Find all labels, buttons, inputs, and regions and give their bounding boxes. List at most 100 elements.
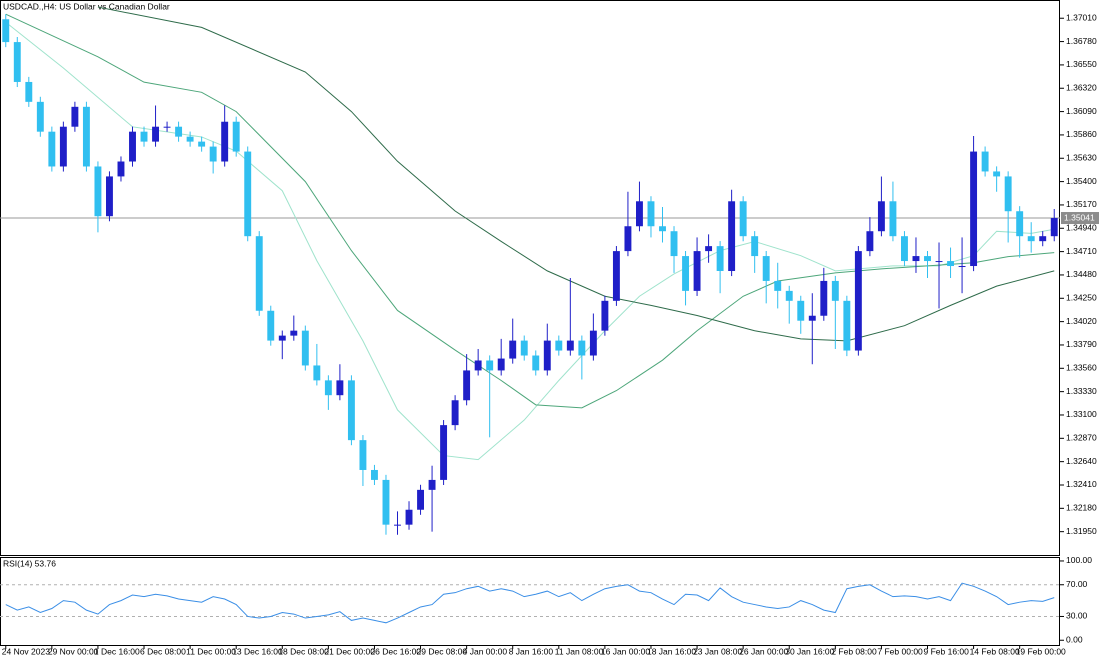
rsi-label: RSI(14) 53.76 (3, 558, 56, 568)
x-tick-label: 2 Feb 08:00 (831, 646, 877, 656)
candle-body (198, 141, 206, 147)
y-tick-label: 1.33790 (1066, 339, 1097, 349)
x-tick-label: 13 Dec 16:00 (232, 646, 283, 656)
candle-body (417, 489, 424, 510)
candle-body (555, 340, 563, 351)
chart-title: USDCAD.,H4: US Dollar vs Canadian Dollar (3, 1, 170, 11)
candle-body (716, 246, 724, 271)
candle-body (497, 358, 505, 371)
candle-body (71, 106, 79, 127)
y-tick-label: 1.36550 (1066, 59, 1097, 69)
candle-body (820, 280, 828, 316)
candle-body (509, 340, 517, 359)
x-tick-label: 21 Dec 00:00 (324, 646, 375, 656)
x-tick-label: 18 Jan 16:00 (647, 646, 696, 656)
candle-body (993, 171, 1001, 177)
x-tick-label: 29 Nov 00:00 (48, 646, 99, 656)
candle-body (382, 479, 390, 525)
candle-body (970, 151, 978, 267)
candle-body (831, 280, 839, 301)
candle-body (371, 469, 378, 480)
candle-body (232, 121, 240, 152)
candle-body (659, 226, 666, 232)
candle-body (428, 479, 436, 490)
y-tick-label: 1.33330 (1066, 386, 1097, 396)
candle-body (13, 42, 21, 82)
y-tick-label: 1.33560 (1066, 363, 1097, 373)
candle-body (682, 256, 689, 291)
candle-body (140, 131, 148, 142)
candle-body (209, 146, 217, 162)
x-tick-label: 29 Dec 08:00 (417, 646, 468, 656)
x-tick-label: 1 Dec 16:00 (94, 646, 140, 656)
x-tick-label: 26 Jan 00:00 (739, 646, 788, 656)
candle-body (129, 131, 136, 162)
candle-body (278, 335, 286, 341)
x-tick-label: 23 Jan 08:00 (693, 646, 742, 656)
x-tick-label: 30 Jan 16:00 (785, 646, 834, 656)
current-price-box (1061, 212, 1099, 225)
x-tick-label: 7 Feb 00:00 (877, 646, 923, 656)
candle-body (451, 400, 459, 426)
candle-body (866, 231, 874, 252)
candle-body (889, 201, 897, 237)
y-tick-label: 1.32870 (1066, 433, 1097, 443)
candle-body (728, 201, 736, 271)
candle-body (244, 151, 252, 237)
candle-body (1027, 236, 1035, 242)
candle-body (313, 365, 321, 381)
candle-body (117, 161, 125, 177)
candle-body (221, 121, 229, 162)
y-tick-label: 1.36090 (1066, 106, 1097, 116)
y-tick-label: 1.35400 (1066, 176, 1097, 186)
y-tick-label: 1.34710 (1066, 246, 1097, 256)
candle-body (324, 380, 332, 396)
candle-body (797, 300, 805, 321)
y-tick-label: 1.36780 (1066, 36, 1097, 46)
candle-body (981, 151, 989, 172)
candle-body (762, 256, 770, 281)
rsi-tick-label: 30.00 (1066, 611, 1088, 621)
y-tick-label: 1.35630 (1066, 153, 1097, 163)
x-tick-label: 11 Dec 00:00 (186, 646, 236, 656)
y-tick-label: 1.32640 (1066, 456, 1097, 466)
candle-body (566, 340, 574, 351)
candle-body (636, 201, 643, 227)
candle-body (94, 166, 102, 217)
candle-body (958, 266, 966, 268)
y-tick-label: 1.35860 (1066, 129, 1097, 139)
candle-body (624, 226, 632, 252)
candle-body (947, 261, 954, 267)
candle-body (774, 280, 782, 291)
candle-body (486, 360, 494, 371)
current-price-label: 1.35041 (1064, 212, 1095, 222)
candle-body (405, 509, 413, 525)
y-tick-label: 1.37010 (1066, 12, 1097, 22)
x-tick-label: 24 Nov 2023 (2, 646, 50, 656)
candle-body (1004, 176, 1012, 212)
candle-body (589, 330, 597, 356)
candle-body (935, 261, 943, 263)
x-tick-label: 26 Dec 16:00 (370, 646, 421, 656)
candle-body (739, 201, 747, 237)
candle-body (347, 380, 355, 441)
candle-body (2, 19, 10, 43)
x-tick-label: 11 Jan 08:00 (555, 646, 604, 656)
x-tick-label: 16 Jan 00:00 (601, 646, 650, 656)
candle-body (912, 256, 920, 262)
candle-body (785, 290, 793, 301)
x-tick-label: 4 Jan 00:00 (463, 646, 508, 656)
candle-body (163, 126, 171, 128)
candle-body (36, 101, 44, 132)
candle-body (59, 126, 67, 167)
rsi-tick-label: 0.00 (1066, 634, 1083, 644)
moving-average (5, 13, 1055, 409)
candle-body (647, 201, 655, 227)
x-tick-label: 14 Feb 08:00 (970, 646, 1020, 656)
candle-body (520, 340, 528, 356)
candle-body (186, 136, 194, 142)
y-tick-label: 1.36320 (1066, 82, 1097, 92)
y-tick-label: 1.34940 (1066, 223, 1097, 233)
moving-average (5, 21, 1055, 461)
rsi-line (5, 582, 1055, 624)
